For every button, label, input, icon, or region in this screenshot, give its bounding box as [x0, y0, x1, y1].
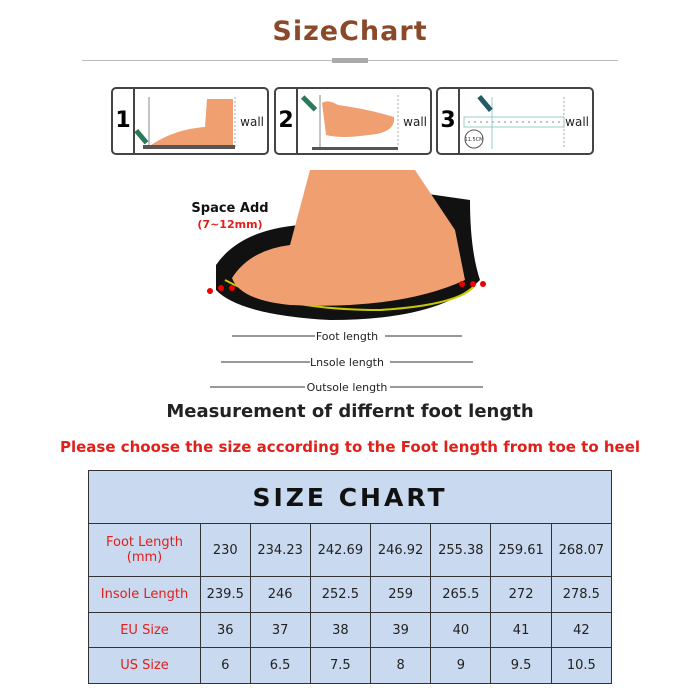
cell: 234.23 — [249, 523, 311, 577]
insole-length-label: Lnsole length — [310, 356, 384, 369]
cell: 9 — [430, 647, 492, 684]
cell: 255.38 — [430, 523, 492, 577]
foot-top-icon — [300, 95, 399, 150]
cell: 7.5 — [309, 647, 371, 684]
step-2-panel: 2 wall — [274, 87, 432, 155]
cell: 265.5 — [430, 576, 492, 613]
foot-shape — [232, 170, 465, 306]
step-1-panel: 1 wall — [111, 87, 269, 155]
foot-length-label: Foot length — [316, 330, 378, 343]
wall-label: wall — [403, 115, 427, 129]
row-label: Insole Length — [88, 576, 201, 613]
foot-side-icon — [135, 97, 236, 149]
cell: 10.5 — [550, 647, 613, 684]
row-label: US Size — [88, 647, 201, 684]
cell: 9.5 — [490, 647, 552, 684]
table-row: US Size 6 6.5 7.5 8 9 9.5 10.5 — [88, 647, 613, 684]
table-row: EU Size 36 37 38 39 40 41 42 — [88, 612, 613, 648]
foot-measurement-diagram: Space Add (7~12mm) Foot length Lnsole le… — [191, 170, 486, 395]
outsole-length-label: Outsole length — [307, 381, 388, 394]
cell: 42 — [550, 612, 613, 648]
cell: 40 — [430, 612, 492, 648]
cell: 246.92 — [369, 523, 432, 577]
measurement-caption: Measurement of differnt foot length — [166, 401, 534, 422]
size-chart-table: SIZE CHART Foot Length (mm) 230 234.23 242… — [88, 470, 613, 684]
cell: 239.5 — [200, 576, 251, 613]
table-row: Foot Length (mm) 230 234.23 242.69 246.92 25… — [88, 523, 613, 577]
cell: 268.07 — [550, 523, 613, 577]
cell: 246 — [249, 576, 311, 613]
ruler-badge: 11.5CM — [465, 137, 484, 143]
space-add-label: Space Add — [191, 201, 268, 216]
step-number: 2 — [276, 89, 298, 153]
cell: 39 — [369, 612, 432, 648]
cell: 230 — [200, 523, 251, 577]
cell: 8 — [369, 647, 432, 684]
wall-label: wall — [565, 115, 589, 129]
row-label: EU Size — [88, 612, 201, 648]
cell: 242.69 — [309, 523, 371, 577]
cell: 6 — [200, 647, 251, 684]
cell: 36 — [200, 612, 251, 648]
cell: 272 — [490, 576, 552, 613]
cell: 259.61 — [490, 523, 552, 577]
cell: 252.5 — [309, 576, 371, 613]
cell: 6.5 — [249, 647, 311, 684]
cell: 278.5 — [550, 576, 613, 613]
step-number: 3 — [438, 89, 460, 153]
cell: 38 — [309, 612, 371, 648]
cell: 41 — [490, 612, 552, 648]
page-title: SizeChart — [272, 16, 428, 47]
table-title: SIZE CHART — [88, 470, 612, 524]
step-3-panel: 3 11.5CM wall — [436, 87, 594, 155]
cell: 37 — [249, 612, 311, 648]
space-range-label: (7~12mm) — [197, 218, 262, 231]
row-label: Foot Length (mm) — [88, 523, 201, 577]
cell: 259 — [369, 576, 432, 613]
divider-accent — [332, 58, 368, 63]
instruction-text: Please choose the size according to the … — [59, 438, 641, 456]
wall-label: wall — [240, 115, 264, 129]
table-row: Insole Length 239.5 246 252.5 259 265.5 272 27… — [88, 576, 613, 613]
ruler-icon: 11.5CM — [463, 94, 565, 149]
step-number: 1 — [113, 89, 135, 153]
